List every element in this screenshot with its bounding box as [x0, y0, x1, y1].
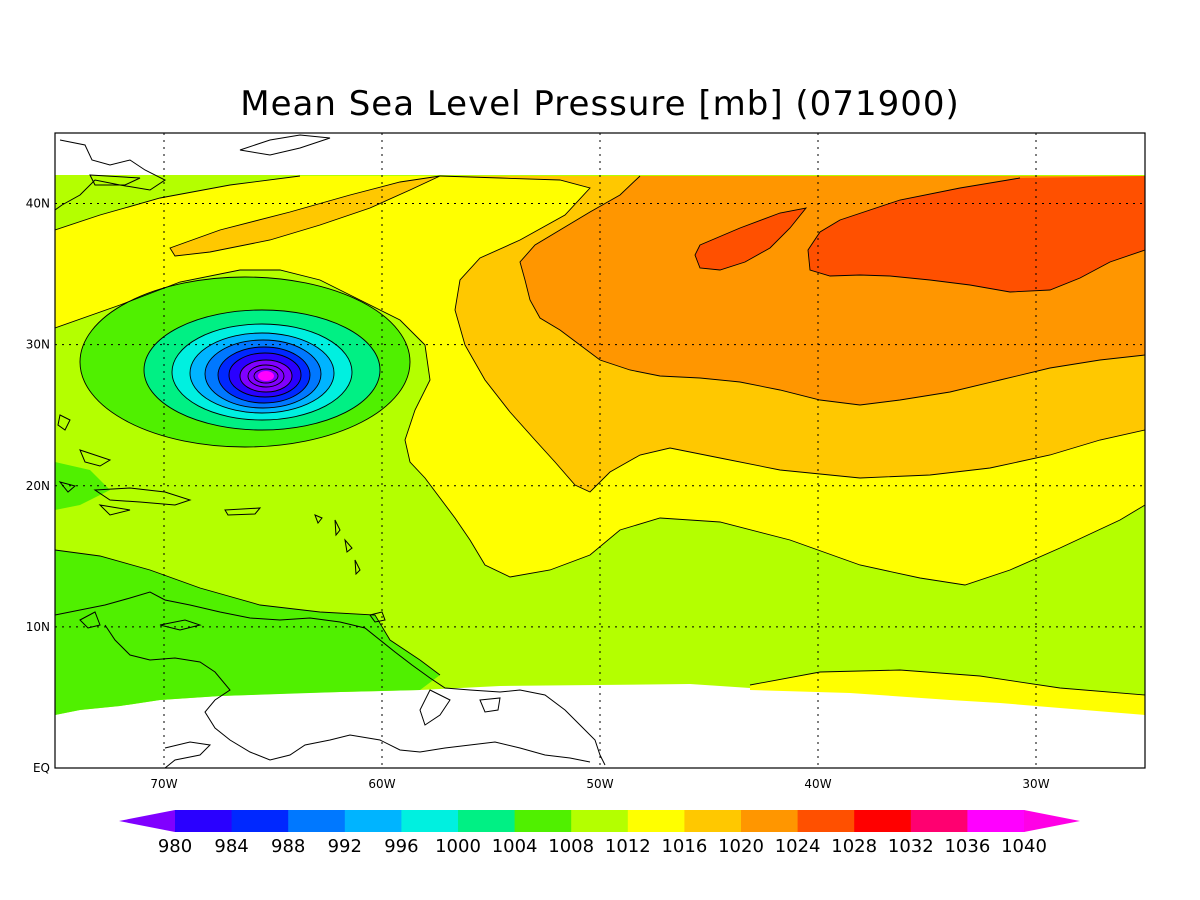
band-1012-1016-south [750, 670, 1145, 715]
colorbar-swatch [571, 810, 629, 832]
colorbar-level-label: 984 [214, 836, 248, 857]
band-1004-1008-west-edge [55, 462, 110, 510]
longitude-tick-label: 30W [1022, 777, 1049, 791]
colorbar-level-label: 1020 [718, 836, 764, 857]
colorbar-swatch [344, 810, 402, 832]
colorbar-level-label: 996 [384, 836, 418, 857]
band-1024-1028-west [695, 208, 806, 270]
hurricane-low [79, 276, 411, 448]
colorbar-swatch [288, 810, 346, 832]
latitude-tick-label: 10N [26, 620, 50, 634]
colorbar-swatch [854, 810, 912, 832]
longitude-tick-label: 60W [368, 777, 395, 791]
latitude-tick-label: 40N [26, 197, 50, 211]
colorbar-swatch [684, 810, 742, 832]
coastlines [55, 134, 606, 768]
colorbar-level-label: 1000 [435, 836, 481, 857]
band-1016-1020-tongue [170, 176, 440, 256]
lat-lon-grid [55, 133, 1145, 768]
latitude-tick-label: 20N [26, 479, 50, 493]
map-plot-area [55, 134, 1145, 768]
longitude-tick-label: 40W [804, 777, 831, 791]
colorbar-level-label: 988 [271, 836, 305, 857]
colorbar-level-label: 1004 [492, 836, 538, 857]
latitude-tick-label: 30N [26, 338, 50, 352]
map-title: Mean Sea Level Pressure [mb] (071900) [240, 84, 960, 124]
colorbar: 980 984 988 992 996 1000 1004 1008 1012 1016 1020 1… [119, 810, 1080, 857]
latitude-ticks: EQ 10N 20N 30N 40N [26, 197, 50, 775]
band-1024-1028-east [808, 176, 1145, 292]
longitude-tick-label: 70W [150, 777, 177, 791]
colorbar-level-label: 980 [158, 836, 192, 857]
band-1004-1008-south [55, 550, 440, 715]
colorbar-level-label: 1024 [775, 836, 821, 857]
colorbar-swatch [401, 810, 459, 832]
colorbar-swatch [231, 810, 289, 832]
colorbar-swatch [627, 810, 685, 832]
colorbar-level-label: 1032 [888, 836, 934, 857]
colorbar-swatch [741, 810, 799, 832]
colorbar-swatch [175, 810, 233, 832]
colorbar-level-label: 1036 [944, 836, 990, 857]
longitude-tick-label: 50W [586, 777, 613, 791]
colorbar-swatch [797, 810, 855, 832]
pressure-contours [55, 175, 1145, 696]
colorbar-level-label: 1008 [548, 836, 594, 857]
colorbar-swatch [514, 810, 572, 832]
colorbar-level-label: 1016 [661, 836, 707, 857]
colorbar-min-arrow [119, 810, 175, 832]
colorbar-level-label: 992 [328, 836, 362, 857]
longitude-ticks: 70W 60W 50W 40W 30W [150, 777, 1049, 791]
colorbar-max-arrow [1024, 810, 1080, 832]
colorbar-level-label: 1028 [831, 836, 877, 857]
colorbar-level-label: 1040 [1001, 836, 1047, 857]
colorbar-swatch [458, 810, 516, 832]
colorbar-swatch [910, 810, 968, 832]
colorbar-swatch [967, 810, 1025, 832]
map-frame [54, 132, 1146, 769]
latitude-tick-label: EQ [33, 761, 50, 775]
colorbar-level-label: 1012 [605, 836, 651, 857]
